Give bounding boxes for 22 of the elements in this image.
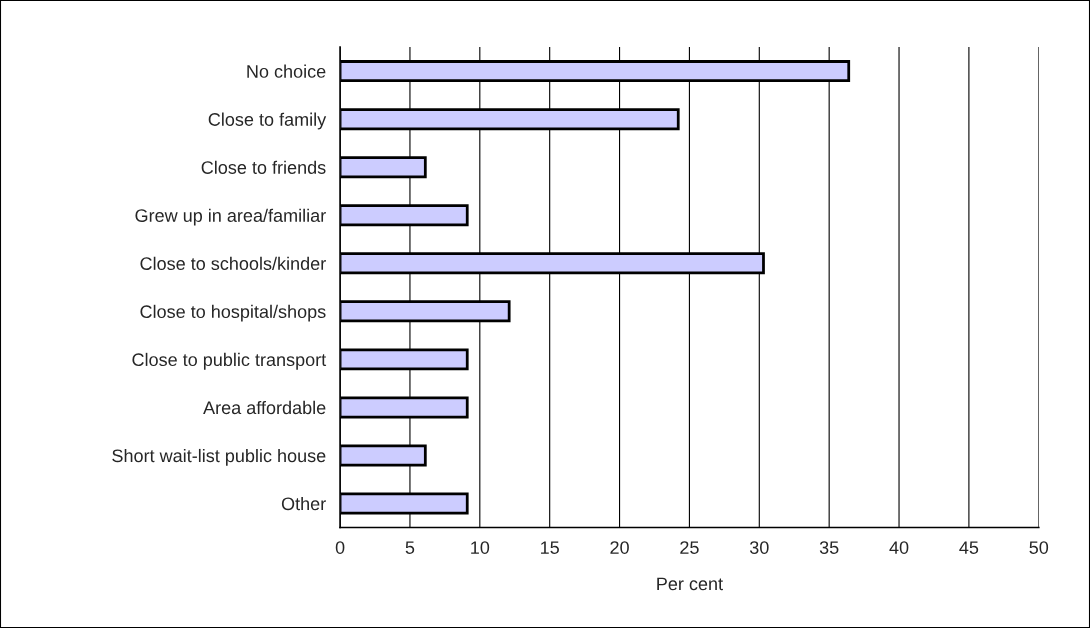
x-tick-label: 35: [819, 541, 839, 554]
x-tick-label: 5: [405, 541, 415, 554]
x-tick-label: 50: [1029, 541, 1049, 554]
y-tick-label: Close to public transport: [132, 352, 327, 370]
x-tick-label: 40: [889, 541, 909, 554]
x-tick-label: 15: [541, 541, 559, 554]
x-axis-title: Per cent: [657, 577, 723, 591]
x-tick-label: 45: [959, 541, 979, 554]
y-tick-label: Close to family: [208, 112, 327, 130]
y-tick-label: Close to schools/kinder: [140, 256, 326, 271]
x-tick-label: 0: [335, 541, 345, 554]
y-tick-label: Area affordable: [203, 400, 326, 415]
y-tick-label: Other: [281, 496, 326, 511]
x-tick-label: 10: [471, 541, 490, 554]
x-tick-label: 20: [610, 541, 629, 554]
x-tick-label: 30: [749, 541, 769, 554]
y-tick-label: No choice: [247, 64, 326, 78]
y-tick-label: Close to friends: [201, 160, 326, 174]
x-tick-label: 25: [680, 541, 699, 554]
y-tick-label: Close to hospital/shops: [140, 304, 326, 322]
y-tick-label: Grew up in area/familiar: [135, 208, 326, 226]
y-tick-label: Short wait-list public house: [112, 448, 326, 466]
